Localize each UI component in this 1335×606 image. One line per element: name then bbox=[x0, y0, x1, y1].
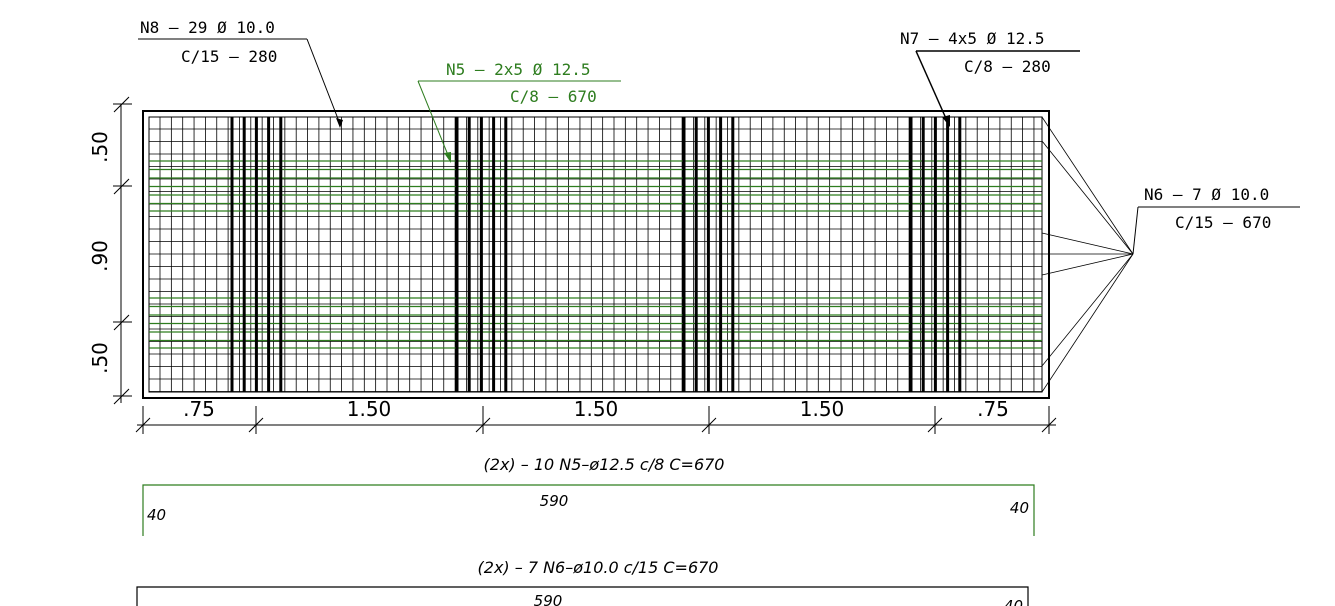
n6-leader-line bbox=[1041, 232, 1134, 255]
n6-leader-line bbox=[1041, 253, 1134, 367]
hdim-tick bbox=[927, 417, 943, 433]
n8-callout: N8 – 29 Ø 10.0 C/15 – 280 bbox=[138, 18, 343, 128]
n6-leader-line bbox=[1041, 253, 1134, 276]
n5-callout: N5 – 2x5 Ø 12.5 C/8 – 670 bbox=[417, 60, 621, 163]
bar-schedule-n6: (2x) – 7 N6–ø10.0 c/15 C=670 590 40 bbox=[136, 558, 1029, 606]
n5-callout-bottom: C/8 – 670 bbox=[510, 87, 597, 106]
schedule-n5-right: 40 bbox=[1010, 499, 1029, 517]
n6-callout-top: N6 – 7 Ø 10.0 bbox=[1144, 185, 1269, 204]
hdim-tick bbox=[248, 417, 264, 433]
n6-callout: N6 – 7 Ø 10.0 C/15 – 670 bbox=[1132, 185, 1300, 255]
vdim-middle: .90 bbox=[88, 240, 112, 272]
vdim-top: .50 bbox=[88, 131, 112, 163]
n6-leader-fan bbox=[1041, 116, 1134, 393]
n8-callout-bottom: C/15 – 280 bbox=[181, 47, 277, 66]
vertical-grid-lines bbox=[159, 117, 1035, 392]
n6-leader-line bbox=[1041, 253, 1134, 393]
horizontal-grid-lines bbox=[149, 128, 1042, 392]
vertical-dimension: .50 .90 .50 bbox=[88, 96, 132, 405]
n8-callout-top: N8 – 29 Ø 10.0 bbox=[140, 18, 275, 37]
n7-callout-top: N7 – 4x5 Ø 12.5 bbox=[900, 29, 1045, 48]
hdim-4: 1.50 bbox=[800, 397, 845, 421]
n6-leader-line bbox=[1041, 140, 1134, 255]
slab-inner-outline bbox=[148, 116, 1043, 393]
n5-callout-top: N5 – 2x5 Ø 12.5 bbox=[446, 60, 591, 79]
slab-outline bbox=[142, 110, 1050, 399]
hdim-2: 1.50 bbox=[347, 397, 392, 421]
n6-leader-line bbox=[1041, 116, 1134, 255]
hdim-tick bbox=[135, 417, 151, 433]
hdim-1: .75 bbox=[183, 397, 215, 421]
schedule-n5-left: 40 bbox=[147, 506, 166, 524]
schedule-n6-right: 40 bbox=[1004, 597, 1023, 606]
n7-thick-bars bbox=[230, 117, 962, 392]
bar-schedule-n5: (2x) – 10 N5–ø12.5 c/8 C=670 40 590 40 bbox=[142, 455, 1035, 536]
n5-green-bars bbox=[149, 160, 1042, 349]
hdim-tick bbox=[1041, 417, 1057, 433]
hdim-5: .75 bbox=[977, 397, 1009, 421]
n7-callout: N7 – 4x5 Ø 12.5 C/8 – 280 bbox=[900, 29, 1080, 127]
schedule-n5-title: (2x) – 10 N5–ø12.5 c/8 C=670 bbox=[484, 455, 725, 474]
n6-callout-bottom: C/15 – 670 bbox=[1175, 213, 1271, 232]
hdim-tick bbox=[701, 417, 717, 433]
horizontal-dimension: .75 1.50 1.50 1.50 .75 bbox=[135, 397, 1057, 434]
schedule-n6-title: (2x) – 7 N6–ø10.0 c/15 C=670 bbox=[478, 558, 719, 577]
hdim-3: 1.50 bbox=[574, 397, 619, 421]
vdim-bottom: .50 bbox=[88, 342, 112, 374]
schedule-n6-middle: 590 bbox=[534, 592, 563, 606]
hdim-tick bbox=[475, 417, 491, 433]
n7-callout-bottom: C/8 – 280 bbox=[964, 57, 1051, 76]
schedule-n5-middle: 590 bbox=[540, 492, 569, 510]
